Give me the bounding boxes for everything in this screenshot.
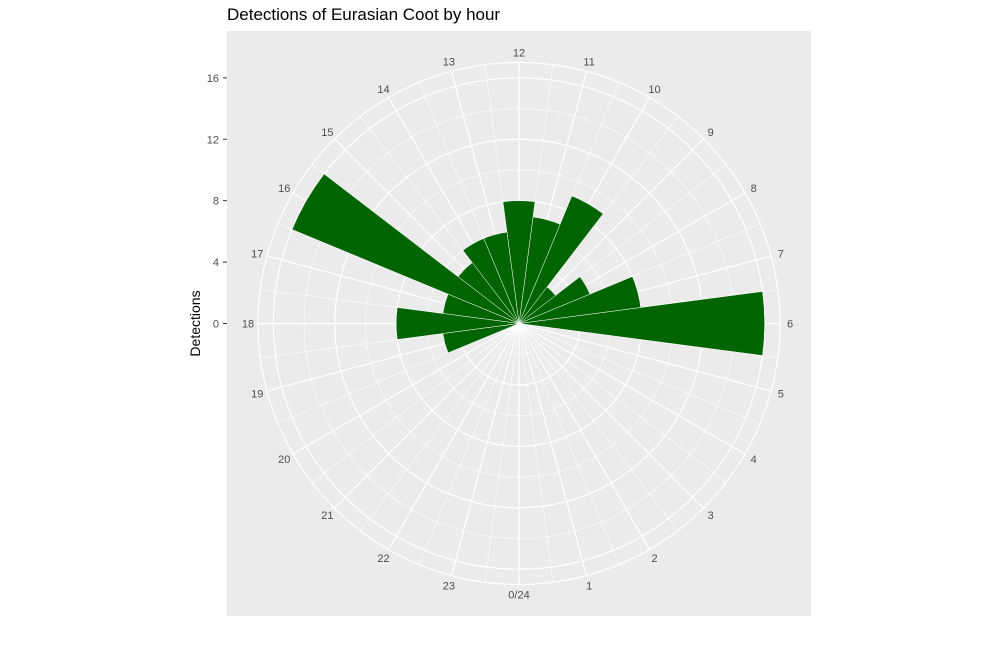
- hour-label: 5: [778, 389, 784, 401]
- hour-label: 4: [751, 454, 757, 466]
- hour-label: 7: [778, 248, 784, 260]
- hour-label: 0/24: [508, 590, 529, 602]
- hour-label: 10: [648, 84, 660, 96]
- grid-spoke-minor: [518, 323, 620, 565]
- bar: [291, 173, 520, 324]
- grid-spoke: [518, 322, 746, 455]
- hour-label: 11: [583, 57, 594, 69]
- y-axis: 0 4 8 12 16: [207, 73, 227, 331]
- grid-spoke: [292, 322, 520, 455]
- hour-label: 18: [242, 319, 254, 331]
- hour-label: 8: [751, 183, 757, 195]
- grid-spoke-minor: [311, 323, 520, 483]
- grid-spoke-minor: [518, 323, 727, 483]
- grid-spoke: [518, 323, 704, 509]
- hour-label: 14: [377, 84, 389, 96]
- chart-title: Detections of Eurasian Coot by hour: [227, 5, 500, 24]
- hour-label: 2: [651, 553, 657, 565]
- grid-spoke-minor: [518, 323, 679, 531]
- grid-spoke: [450, 323, 520, 576]
- grid-spoke-minor: [418, 323, 520, 565]
- grid-spoke-minor: [484, 323, 520, 583]
- hour-label: 15: [321, 127, 333, 139]
- grid-spoke: [334, 323, 520, 509]
- hour-label: 1: [586, 580, 592, 592]
- polar-grid: [257, 61, 781, 586]
- y-axis-title: Detections: [187, 290, 203, 356]
- bar: [395, 307, 520, 340]
- grid-spoke-minor: [518, 323, 761, 424]
- grid-spoke: [387, 323, 520, 550]
- bar: [518, 276, 591, 324]
- hour-label: 17: [251, 248, 263, 260]
- bar: [502, 200, 536, 324]
- bars: [291, 173, 765, 356]
- y-tick-label: 16: [207, 73, 219, 85]
- bar: [442, 323, 520, 354]
- hour-label: 9: [708, 127, 714, 139]
- y-tick-label: 8: [213, 196, 219, 208]
- hour-label: 13: [443, 57, 455, 69]
- hour-label: 20: [278, 454, 290, 466]
- bar: [518, 276, 642, 324]
- hour-labels: 0/24123456789101112131415161718192021222…: [242, 48, 793, 602]
- y-tick-label: 4: [213, 257, 219, 269]
- bar: [518, 291, 765, 356]
- hour-label: 22: [377, 553, 389, 565]
- grid-spoke-minor: [359, 323, 520, 531]
- hour-label: 12: [513, 48, 525, 60]
- hour-label: 21: [321, 510, 333, 522]
- grid-spoke: [518, 322, 772, 392]
- hour-label: 6: [787, 319, 793, 331]
- grid-spoke-minor: [518, 323, 554, 583]
- hour-label: 19: [251, 389, 263, 401]
- hour-label: 3: [708, 510, 714, 522]
- y-tick-label: 0: [213, 319, 219, 331]
- hour-label: 23: [443, 580, 455, 592]
- hour-label: 16: [278, 183, 290, 195]
- bar: [462, 238, 520, 324]
- bar: [518, 195, 604, 324]
- grid-spoke: [518, 323, 651, 550]
- grid-spoke: [518, 323, 588, 576]
- y-tick-label: 12: [207, 134, 219, 146]
